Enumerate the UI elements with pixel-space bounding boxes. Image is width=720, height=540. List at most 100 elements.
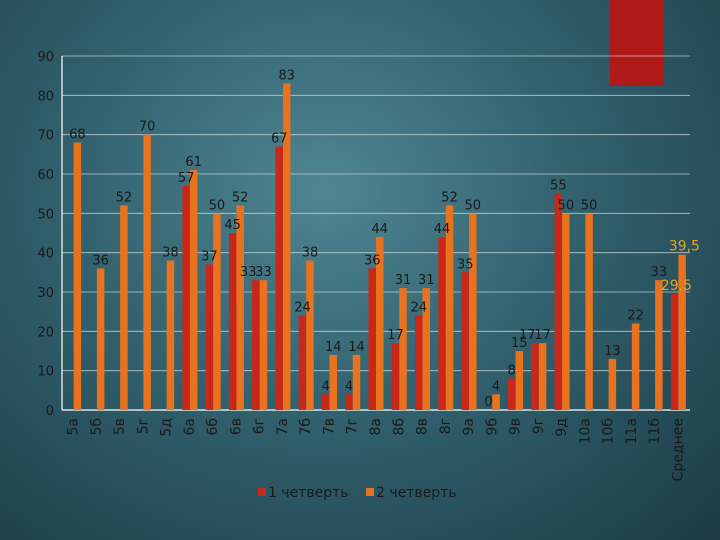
bar-q1 [391,343,400,410]
bar-q1 [368,268,376,410]
data-label-q2: 44 [371,222,388,237]
legend-label-q2: 2 четверть [376,485,457,501]
bar-q2 [631,323,640,410]
bar-q1 [252,280,260,410]
data-label-q2: 14 [325,340,342,355]
decorative-red-box [610,0,664,86]
bar-q2 [422,288,431,410]
bar-q2 [376,236,384,410]
data-label-q2: 22 [627,308,644,323]
data-label-q2: 83 [278,69,295,84]
y-tick-label: 90 [37,50,54,65]
y-tick-label: 70 [37,129,54,144]
x-tick-label: 5д [159,418,175,437]
bar-q2 [352,354,361,410]
data-label-q2: 50 [465,198,482,213]
bar-q1 [321,394,330,410]
bar-q1 [531,343,539,410]
data-label-q2: 31 [395,273,412,288]
bar-q2 [538,343,547,410]
bar-q2 [469,213,477,410]
bar-q2 [143,134,151,410]
y-tick-label: 20 [37,325,54,340]
bar-q1 [415,315,423,410]
x-tick-label: 8в [415,418,431,435]
x-tick-label: 9д [554,418,570,437]
data-label-q1: 45 [224,218,241,233]
data-label-q2: 68 [69,128,86,143]
data-label-q1: 55 [550,179,567,194]
x-tick-label: 5в [112,418,128,435]
data-label-q1: 4 [322,379,330,394]
y-tick-label: 40 [37,247,54,262]
x-tick-label: 7г [345,418,361,434]
data-label-q2: 38 [162,246,179,261]
legend-swatch-q1 [258,488,266,496]
bar-q1 [205,264,214,410]
bar-q1 [298,315,307,410]
x-tick-label: 8б [391,418,407,436]
data-label-q2: 31 [418,273,435,288]
bar-q2 [120,205,128,410]
bar-q1 [275,146,283,410]
x-tick-label: 5а [66,418,82,436]
data-label-q1: 44 [434,222,451,237]
data-label-q2: 70 [139,120,156,135]
x-tick-label: 7б [298,418,314,436]
data-label-q2: 52 [116,190,133,205]
x-tick-label: 6б [205,418,221,436]
data-label-q2: 38 [302,246,319,261]
bar-q2 [678,254,686,410]
x-tick-label: 6а [182,418,198,436]
bar-q2 [445,205,454,410]
data-label-q2: 61 [185,155,202,170]
data-label-q2: 36 [92,253,109,268]
bar-q1 [345,394,353,410]
bar-q2 [213,213,221,410]
data-label-q2: 17 [534,328,551,343]
data-label-q2: 15 [511,336,528,351]
y-tick-label: 60 [37,168,54,183]
data-label-q2: 4 [492,379,500,394]
x-tick-label: 7а [275,418,291,436]
data-label-q2: 33 [651,265,668,280]
data-label-q2: 50 [209,198,226,213]
data-label-q2: 39,5 [669,239,700,255]
data-label-q1: 36 [364,253,381,268]
bar-q1 [228,233,237,410]
x-tick-label: 9в [508,418,524,435]
bar-q1 [438,236,446,410]
bar-q2 [562,213,570,410]
data-label-q1: 17 [387,328,404,343]
x-tick-label: Среднее [670,418,686,481]
data-label-q2: 52 [232,190,249,205]
x-tick-label: 11б [647,418,663,444]
data-label-q2: 50 [581,198,598,213]
bar-q2 [282,83,291,411]
legend-label-q1: 1 четверть [268,485,349,501]
bar-q2 [236,205,244,410]
data-label-q1: 8 [508,364,516,379]
data-label-q1: 0 [484,395,492,410]
bar-q2 [608,358,617,410]
data-label-q1: 17 [519,328,536,343]
x-tick-label: 11а [624,418,640,444]
x-tick-label: 9г [531,418,547,434]
data-label-q1: 35 [457,257,474,272]
bar-q1 [670,293,679,410]
x-tick-label: 10а [577,418,593,444]
bar-q2 [329,354,337,410]
data-label-q1: 67 [271,131,288,146]
data-label-q1: 24 [410,301,427,316]
bar-q2 [306,260,314,410]
bar-q2 [259,280,268,410]
x-tick-label: 5г [135,418,151,434]
data-label-q2: 13 [604,344,621,359]
x-tick-label: 6в [228,418,244,435]
x-tick-label: 8а [368,418,384,436]
y-tick-label: 0 [46,404,54,419]
data-label-q1: 24 [294,301,311,316]
bar-q1 [508,378,516,410]
bar-q2 [585,213,593,410]
x-tick-label: 8г [438,418,454,434]
